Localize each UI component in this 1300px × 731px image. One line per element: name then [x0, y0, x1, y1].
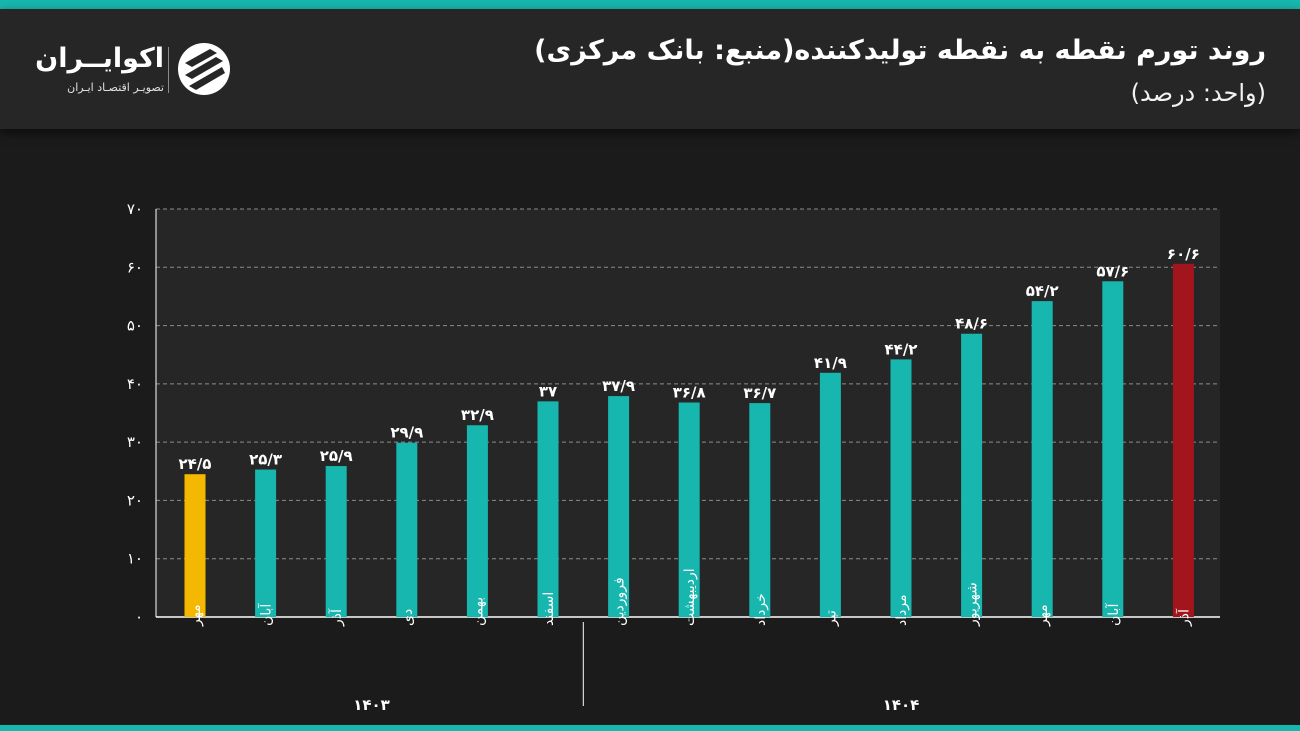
chart-subtitle: (واحد: درصد) [1130, 79, 1266, 107]
y-tick-label-60: ۶۰ [127, 258, 143, 276]
y-tick-label-20: ۲۰ [127, 491, 143, 509]
bar-11 [890, 359, 912, 617]
year-group-label-2: ۱۴۰۴ [883, 696, 920, 714]
value-label-7: ۳۷/۹ [602, 377, 635, 395]
value-label-11: ۴۴/۲ [885, 340, 918, 358]
year-groups: ۱۴۰۳ ۱۴۰۴ [353, 622, 919, 714]
x-category-label-13: مهر [1035, 604, 1051, 627]
value-label-4: ۲۹/۹ [390, 424, 423, 442]
y-tick-label-70: ۷۰ [127, 200, 143, 218]
value-label-10: ۴۱/۹ [814, 354, 847, 372]
bar-10 [819, 372, 841, 617]
value-label-6: ۳۷ [539, 382, 557, 400]
bar-7 [608, 396, 630, 617]
y-tick-label-10: ۱۰ [127, 550, 143, 568]
logo-name: اکوایــران [35, 43, 164, 74]
x-category-label-11: مرداد [894, 594, 910, 626]
x-category-label-5: بهمن [470, 597, 486, 626]
bar-12 [961, 333, 983, 617]
x-category-label-15: آذر [1175, 608, 1192, 627]
bar-15 [1172, 263, 1194, 617]
data-labels: ۲۴/۵ ۲۵/۳ ۲۵/۹ ۲۹/۹ ۳۲/۹ ۳۷ ۳۷/۹ ۳۶/۸ ۳۶/۷ ۴۱/۹ ۴۴… [179, 245, 1200, 473]
logo-tagline: تصویـر اقتصـاد ایـران [67, 81, 164, 94]
x-category-label-14: آبان [1105, 603, 1122, 626]
logo-separator [168, 47, 169, 93]
value-label-12: ۴۸/۶ [955, 315, 988, 333]
y-axis: ۰ ۱۰ ۲۰ ۳۰ ۴۰ ۵۰ ۶۰ ۷۰ [127, 200, 143, 626]
bar-3 [325, 466, 347, 617]
value-label-8: ۳۶/۸ [673, 384, 706, 402]
value-label-2: ۲۵/۳ [249, 451, 282, 469]
y-tick-label-0: ۰ [135, 608, 143, 626]
value-label-9: ۳۶/۷ [743, 384, 776, 402]
x-axis-categories: مهر آبان آذر دی بهمن اسفند فروردین اردیبهشت خردا… [188, 568, 1192, 627]
bars [184, 263, 1194, 617]
value-label-3: ۲۵/۹ [320, 447, 353, 465]
bar-9 [749, 403, 771, 617]
bar-1 [184, 474, 206, 617]
bar-13 [1031, 301, 1053, 617]
x-category-label-12: شهریور [965, 582, 981, 627]
header-bar: روند تورم نقطه به نقطه تولیدکننده(منبع: … [0, 9, 1300, 129]
value-label-15: ۶۰/۶ [1167, 245, 1200, 263]
x-category-label-7: فروردین [612, 577, 628, 626]
bar-4 [396, 442, 418, 617]
x-category-label-10: تیر [823, 610, 839, 627]
x-category-label-4: دی [400, 609, 416, 626]
year-group-label-1: ۱۴۰۳ [353, 696, 390, 714]
ecoiran-logo: اکوایــران تصویـر اقتصـاد ایـران [35, 39, 244, 109]
x-category-label-1: مهر [188, 604, 204, 627]
bar-5 [466, 425, 488, 617]
ecoiran-logo-icon [178, 43, 230, 95]
y-tick-label-30: ۳۰ [127, 433, 143, 451]
bottom-accent-stripe [0, 725, 1300, 731]
value-label-5: ۳۲/۹ [461, 406, 494, 424]
x-category-label-2: آبان [258, 603, 275, 626]
bar-6 [537, 401, 559, 617]
bar-2 [255, 469, 277, 617]
value-label-14: ۵۷/۶ [1096, 262, 1129, 280]
bar-8 [678, 402, 700, 617]
bar-14 [1102, 281, 1124, 617]
value-label-1: ۲۴/۵ [179, 455, 212, 473]
x-category-label-8: اردیبهشت [682, 568, 698, 626]
x-category-label-6: اسفند [541, 592, 557, 626]
y-tick-label-40: ۴۰ [127, 375, 143, 393]
chart-title: روند تورم نقطه به نقطه تولیدکننده(منبع: … [534, 35, 1266, 66]
y-tick-label-50: ۵۰ [127, 317, 143, 335]
x-category-label-9: خرداد [753, 593, 769, 626]
top-accent-stripe [0, 0, 1300, 9]
value-label-13: ۵۴/۲ [1026, 282, 1059, 300]
x-category-label-3: آذر [328, 608, 345, 627]
